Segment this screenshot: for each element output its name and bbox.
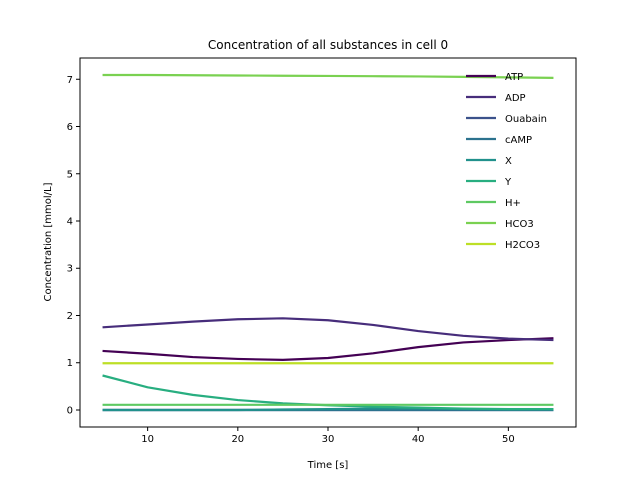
x-axis: 10 20 30 40 50 [141, 427, 515, 445]
chart-title: Concentration of all substances in cell … [208, 38, 448, 52]
y-tick-label: 2 [67, 311, 73, 322]
y-tick-label: 7 [67, 75, 73, 86]
plot-area [102, 73, 554, 412]
legend-label-hco3: HCO3 [505, 219, 534, 230]
x-tick-label: 30 [322, 434, 335, 445]
x-axis-label: Time [s] [307, 460, 349, 471]
y-axis: 0 1 2 3 4 5 6 7 [67, 75, 80, 416]
x-tick-label: 40 [412, 434, 425, 445]
legend-label-h2co3: H2CO3 [505, 240, 540, 251]
axes-frame [79, 57, 577, 428]
legend-label-ouabain: Ouabain [505, 114, 547, 125]
legend-label-x: X [505, 156, 512, 167]
series-line-adp [102, 317, 554, 342]
x-tick-label: 20 [231, 434, 244, 445]
series-line-atp [102, 337, 554, 362]
y-tick-label: 4 [67, 217, 73, 228]
legend: ATP ADP Ouabain cAMP XY H+ HCO3 H2CO3 [466, 72, 547, 251]
y-tick-label: 1 [67, 358, 73, 369]
x-tick-label: 50 [502, 434, 515, 445]
legend-label-camp: cAMP [505, 135, 532, 146]
legend-label-atp: ATP [505, 72, 523, 83]
x-tick-label: 10 [141, 434, 154, 445]
y-tick-label: 0 [67, 405, 73, 416]
y-tick-label: 5 [67, 169, 73, 180]
y-tick-label: 3 [67, 264, 73, 275]
legend-label-h: H+ [505, 198, 521, 209]
legend-label-y: Y [504, 177, 512, 188]
y-axis-label: Concentration [mmol/L] [43, 182, 54, 301]
y-tick-label: 6 [67, 122, 73, 133]
legend-label-adp: ADP [505, 93, 526, 104]
